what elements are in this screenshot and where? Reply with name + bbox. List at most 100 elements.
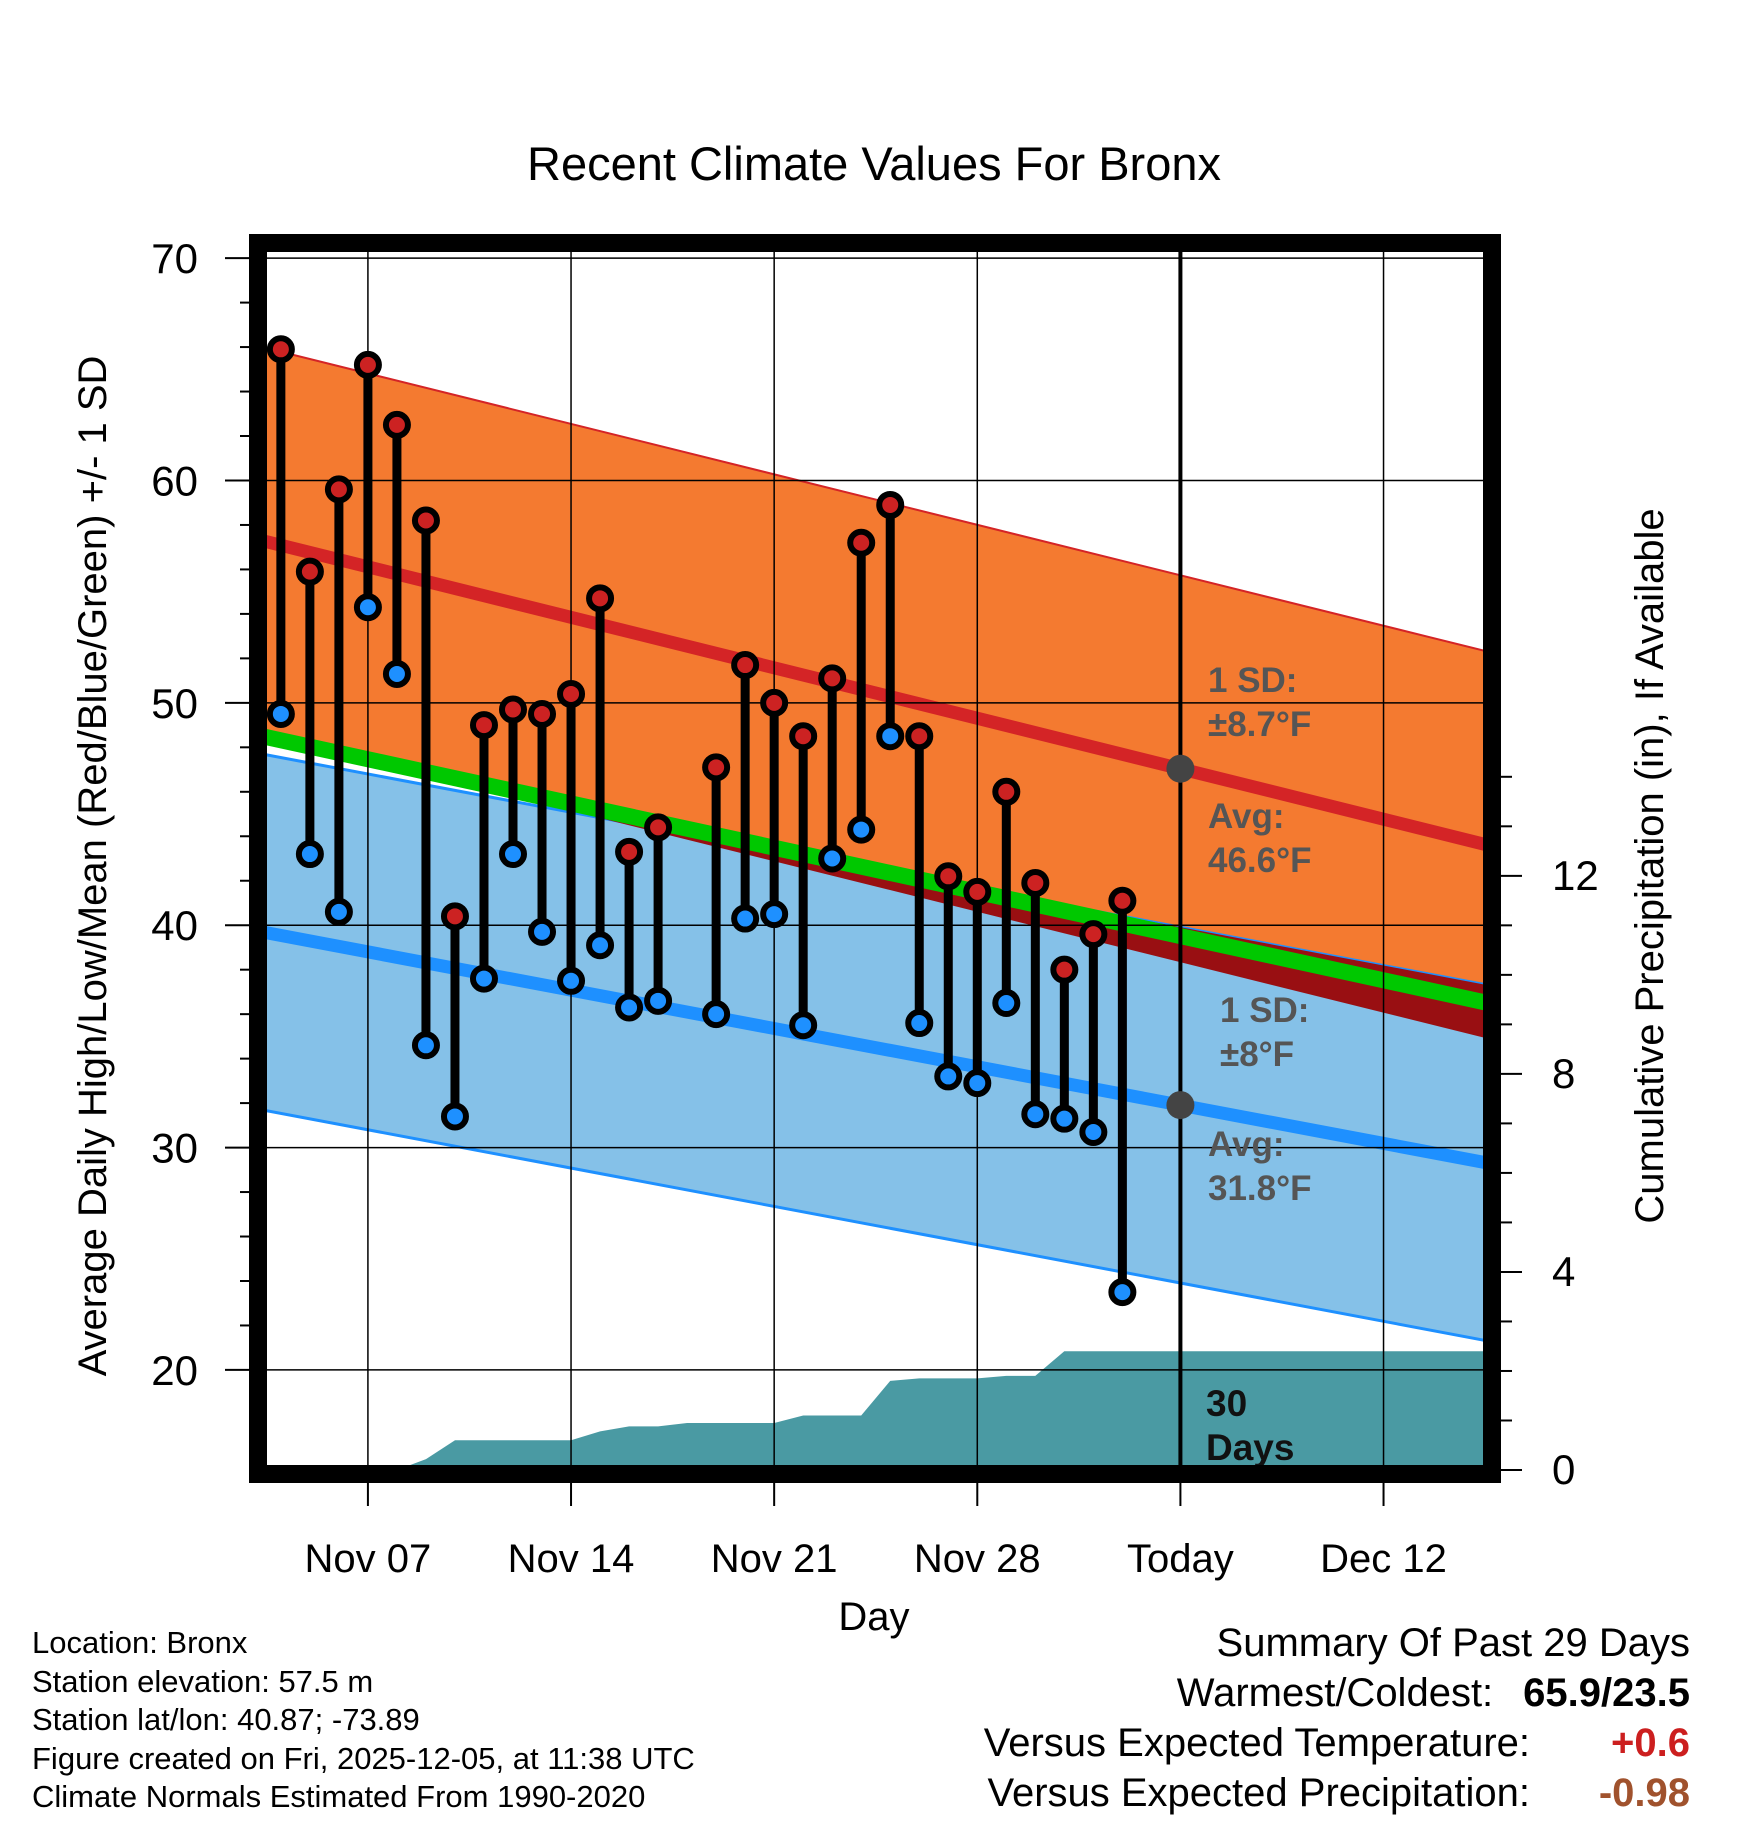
daily-low-point	[934, 1062, 963, 1091]
daily-high-point	[963, 877, 992, 906]
y-right-tick-label: 12	[1552, 852, 1599, 899]
daily-high-point	[469, 711, 498, 740]
daily-low-point	[295, 840, 324, 869]
summary-panel: Summary Of Past 29 Days Warmest/Coldest:…	[984, 1618, 1690, 1818]
elevation-text: Station elevation: 57.5 m	[32, 1663, 374, 1699]
daily-low-point	[702, 1000, 731, 1029]
daily-low-point	[789, 1011, 818, 1040]
summary-warmest-coldest: Warmest/Coldest: 65.9/23.5	[984, 1668, 1690, 1718]
x-tick-label: Today	[1127, 1537, 1234, 1581]
cumulative-precipitation-area	[367, 1351, 1488, 1470]
daily-high-point	[1050, 955, 1079, 984]
x-tick-label: Nov 14	[508, 1537, 635, 1581]
x-tick-label: Nov 28	[914, 1537, 1041, 1581]
station-info: Location: Bronx Station elevation: 57.5 …	[32, 1624, 695, 1817]
days-label: Days	[1206, 1427, 1294, 1468]
y-axis-right: 0 4 8 12	[1500, 775, 1599, 1493]
daily-low-point	[411, 1031, 440, 1060]
low-sd-label: 1 SD:	[1220, 991, 1309, 1030]
latlon-text: Station lat/lon: 40.87; -73.89	[32, 1702, 420, 1737]
warmest-coldest-label: Warmest/Coldest:	[1176, 1671, 1494, 1715]
daily-high-point	[1021, 868, 1050, 897]
daily-high-point	[411, 506, 440, 535]
daily-low-point	[1108, 1278, 1137, 1307]
daily-low-point	[731, 904, 760, 933]
high-avg-marker	[1166, 754, 1195, 783]
high-avg-label: Avg:	[1208, 797, 1284, 836]
daily-high-point	[295, 557, 324, 586]
summary-title: Summary Of Past 29 Days	[1216, 1621, 1690, 1665]
daily-high-point	[499, 695, 528, 724]
daily-high-point	[528, 699, 557, 728]
y-right-tick-label: 8	[1552, 1050, 1575, 1097]
daily-low-point	[1079, 1118, 1108, 1147]
daily-temperature-marks	[266, 335, 1137, 1307]
daily-high-point	[353, 350, 382, 379]
plot-frame	[249, 234, 1501, 1483]
daily-high-point	[440, 902, 469, 931]
daily-low-point	[1050, 1104, 1079, 1133]
daily-high-point	[818, 664, 847, 693]
daily-high-point	[992, 777, 1021, 806]
daily-low-point	[905, 1009, 934, 1038]
daily-low-point	[586, 931, 615, 960]
daily-high-point	[324, 475, 353, 504]
daily-high-point	[760, 688, 789, 717]
precip-value: -0.98	[1598, 1771, 1690, 1815]
daily-low-point	[469, 964, 498, 993]
daily-high-point	[644, 813, 673, 842]
daily-low-point	[876, 722, 905, 751]
daily-low-point	[847, 815, 876, 844]
normal-mean-line	[262, 728, 1488, 1011]
high-avg-value: 46.6°F	[1208, 841, 1312, 880]
daily-high-point	[905, 722, 934, 751]
y-tick-label: 60	[151, 457, 198, 504]
daily-high-point	[615, 837, 644, 866]
daily-low-point	[499, 840, 528, 869]
daily-high-point	[266, 335, 295, 364]
daily-low-point	[992, 989, 1021, 1018]
daily-high-point	[847, 528, 876, 557]
location-text: Location: Bronx	[32, 1625, 248, 1660]
temp-value: +0.6	[1611, 1721, 1690, 1765]
y-tick-label: 40	[151, 902, 198, 949]
daily-low-point	[440, 1102, 469, 1131]
high-sd-label: 1 SD:	[1208, 661, 1297, 700]
high-sd-value: ±8.7°F	[1208, 705, 1311, 744]
daily-high-point	[789, 722, 818, 751]
summary-temperature: Versus Expected Temperature: +0.6	[984, 1718, 1690, 1768]
daily-high-point	[731, 651, 760, 680]
daily-low-point	[528, 917, 557, 946]
normals-text: Climate Normals Estimated From 1990-2020	[32, 1779, 646, 1814]
normal-high-line	[262, 534, 1488, 852]
daily-low-point	[353, 593, 382, 622]
daily-high-point	[382, 410, 411, 439]
daily-low-point	[557, 966, 586, 995]
daily-high-point	[1079, 920, 1108, 949]
x-axis-title: Day	[838, 1595, 909, 1639]
low-avg-marker	[1166, 1091, 1195, 1120]
daily-high-point	[586, 584, 615, 613]
created-text: Figure created on Fri, 2025-12-05, at 11…	[32, 1740, 695, 1776]
daily-low-point	[324, 897, 353, 926]
low-sd-value: ±8°F	[1220, 1035, 1294, 1074]
daily-high-point	[702, 753, 731, 782]
daily-low-point	[1021, 1100, 1050, 1129]
daily-high-point	[934, 862, 963, 891]
daily-high-point	[1108, 886, 1137, 915]
y-right-tick-label: 0	[1552, 1446, 1575, 1493]
x-tick-label: Dec 12	[1320, 1537, 1447, 1581]
daily-low-point	[382, 659, 411, 688]
low-avg-label: Avg:	[1208, 1125, 1284, 1164]
high-low-overlap-band	[596, 817, 1488, 1039]
daily-high-point	[557, 679, 586, 708]
y-axis-left: 20 30 40 50 60 70	[151, 235, 250, 1394]
daily-low-point	[615, 993, 644, 1022]
precip-label: Versus Expected Precipitation:	[987, 1771, 1530, 1815]
daily-low-point	[818, 844, 847, 873]
y-axis-title-left: Average Daily High/Low/Mean (Red/Blue/Gr…	[71, 356, 115, 1377]
temp-label: Versus Expected Temperature:	[983, 1721, 1530, 1765]
daily-low-point	[963, 1069, 992, 1098]
x-axis: Nov 07 Nov 14 Nov 21 Nov 28 Today Dec 12	[305, 1482, 1447, 1581]
